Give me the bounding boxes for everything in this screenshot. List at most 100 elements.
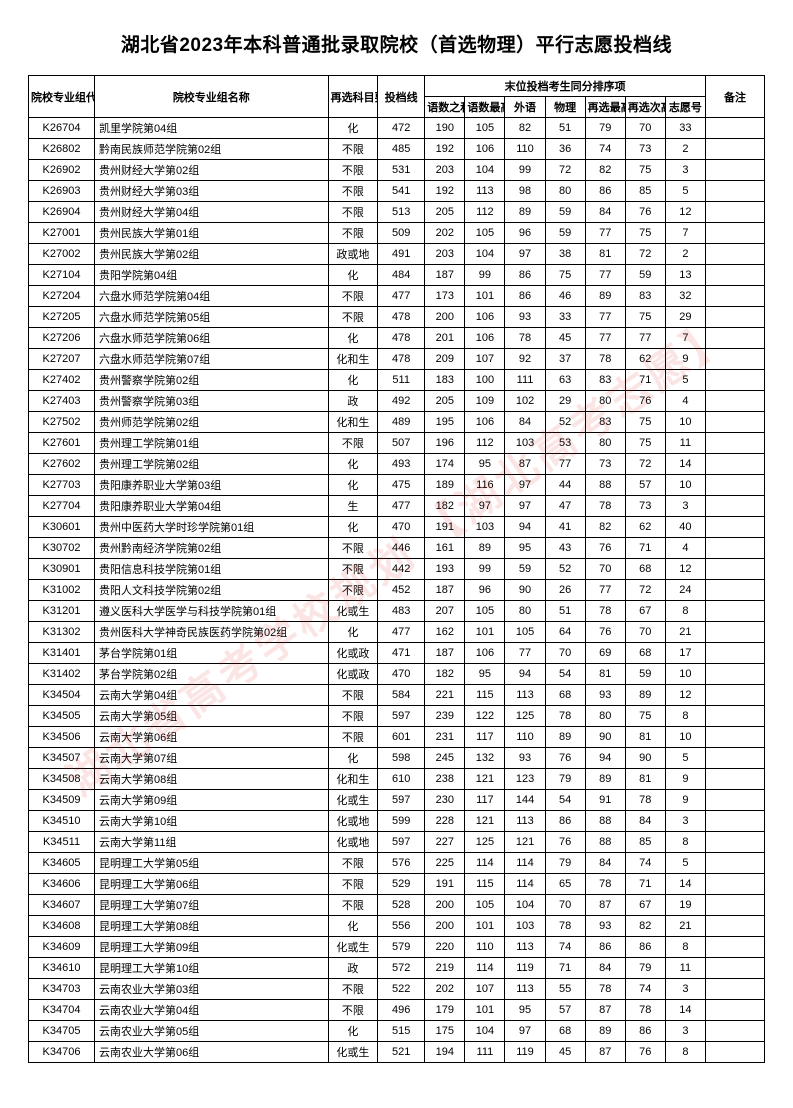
table-row: K34609昆明理工大学第09组化或生5792201101137486868 (29, 937, 765, 958)
cell: 81 (625, 727, 665, 748)
cell: 化或生 (328, 790, 378, 811)
cell: 88 (585, 475, 625, 496)
cell: K34609 (29, 937, 95, 958)
cell: 81 (625, 769, 665, 790)
cell (705, 496, 764, 517)
cell (705, 349, 764, 370)
cell: 87 (585, 1042, 625, 1063)
cell: 599 (378, 811, 425, 832)
cell: 19 (665, 895, 705, 916)
cell: 化或地 (328, 811, 378, 832)
cell: 10 (665, 727, 705, 748)
cell: 191 (425, 874, 465, 895)
cell (705, 790, 764, 811)
th-sub5: 再选最高 (585, 97, 625, 118)
cell: 78 (585, 349, 625, 370)
cell: 105 (465, 118, 505, 139)
cell: 75 (625, 223, 665, 244)
cell: 192 (425, 181, 465, 202)
cell: 101 (465, 916, 505, 937)
cell: 政或地 (328, 244, 378, 265)
cell: 509 (378, 223, 425, 244)
cell: 579 (378, 937, 425, 958)
cell (705, 286, 764, 307)
cell: 92 (505, 349, 545, 370)
cell: 202 (425, 223, 465, 244)
cell: 478 (378, 328, 425, 349)
cell: 贵州师范学院第02组 (95, 412, 329, 433)
cell: 99 (465, 265, 505, 286)
cell (705, 202, 764, 223)
cell: 187 (425, 580, 465, 601)
cell: 52 (545, 412, 585, 433)
cell (705, 706, 764, 727)
cell: 103 (465, 517, 505, 538)
cell: 191 (425, 517, 465, 538)
cell (705, 685, 764, 706)
cell: K34608 (29, 916, 95, 937)
cell: 79 (625, 958, 665, 979)
table-row: K27601贵州理工学院第01组不限50719611210353807511 (29, 433, 765, 454)
cell: 105 (465, 601, 505, 622)
cell: 231 (425, 727, 465, 748)
cell: 67 (625, 601, 665, 622)
cell: 不限 (328, 181, 378, 202)
cell: 68 (625, 643, 665, 664)
cell: 29 (665, 307, 705, 328)
table-row: K27703贵阳康养职业大学第03组化4751891169744885710 (29, 475, 765, 496)
table-row: K34509云南大学第09组化或生5972301171445491789 (29, 790, 765, 811)
cell: K27206 (29, 328, 95, 349)
table-row: K34511云南大学第11组化或地5972271251217688858 (29, 832, 765, 853)
cell: 74 (625, 979, 665, 1000)
cell (705, 874, 764, 895)
cell: 556 (378, 916, 425, 937)
cell: 194 (425, 1042, 465, 1063)
cell: 113 (465, 181, 505, 202)
cell: 贵州财经大学第03组 (95, 181, 329, 202)
cell: 17 (665, 643, 705, 664)
cell: 云南大学第05组 (95, 706, 329, 727)
table-row: K34507云南大学第07组化598245132937694905 (29, 748, 765, 769)
cell: 云南大学第10组 (95, 811, 329, 832)
cell: 化和生 (328, 412, 378, 433)
cell: 六盘水师范学院第05组 (95, 307, 329, 328)
cell: 104 (465, 1021, 505, 1042)
table-row: K34610昆明理工大学第10组政57221911411971847911 (29, 958, 765, 979)
cell: 37 (545, 349, 585, 370)
cell: 81 (585, 664, 625, 685)
cell: 六盘水师范学院第07组 (95, 349, 329, 370)
cell: 76 (625, 1042, 665, 1063)
table-row: K27204六盘水师范学院第04组不限4771731018646898332 (29, 286, 765, 307)
cell: 99 (505, 160, 545, 181)
cell: 207 (425, 601, 465, 622)
cell: 70 (545, 895, 585, 916)
table-row: K30901贵阳信息科技学院第01组不限442193995952706812 (29, 559, 765, 580)
cell: 茅台学院第02组 (95, 664, 329, 685)
cell: 77 (545, 454, 585, 475)
cell: 541 (378, 181, 425, 202)
cell: 470 (378, 664, 425, 685)
cell: 贵州中医药大学时珍学院第01组 (95, 517, 329, 538)
cell: 贵阳人文科技学院第02组 (95, 580, 329, 601)
cell: 76 (585, 622, 625, 643)
cell: 239 (425, 706, 465, 727)
cell: K31402 (29, 664, 95, 685)
cell: 不限 (328, 160, 378, 181)
cell: 76 (545, 832, 585, 853)
cell: K34610 (29, 958, 95, 979)
cell: 201 (425, 328, 465, 349)
cell: 贵阳康养职业大学第04组 (95, 496, 329, 517)
cell: 121 (465, 811, 505, 832)
cell: 446 (378, 538, 425, 559)
cell: 477 (378, 622, 425, 643)
cell: 179 (425, 1000, 465, 1021)
cell: 74 (625, 853, 665, 874)
cell: 89 (585, 286, 625, 307)
cell: 不限 (328, 580, 378, 601)
cell: K34605 (29, 853, 95, 874)
cell: 99 (465, 559, 505, 580)
cell: 475 (378, 475, 425, 496)
cell: K27703 (29, 475, 95, 496)
cell: 化 (328, 517, 378, 538)
cell: 不限 (328, 895, 378, 916)
